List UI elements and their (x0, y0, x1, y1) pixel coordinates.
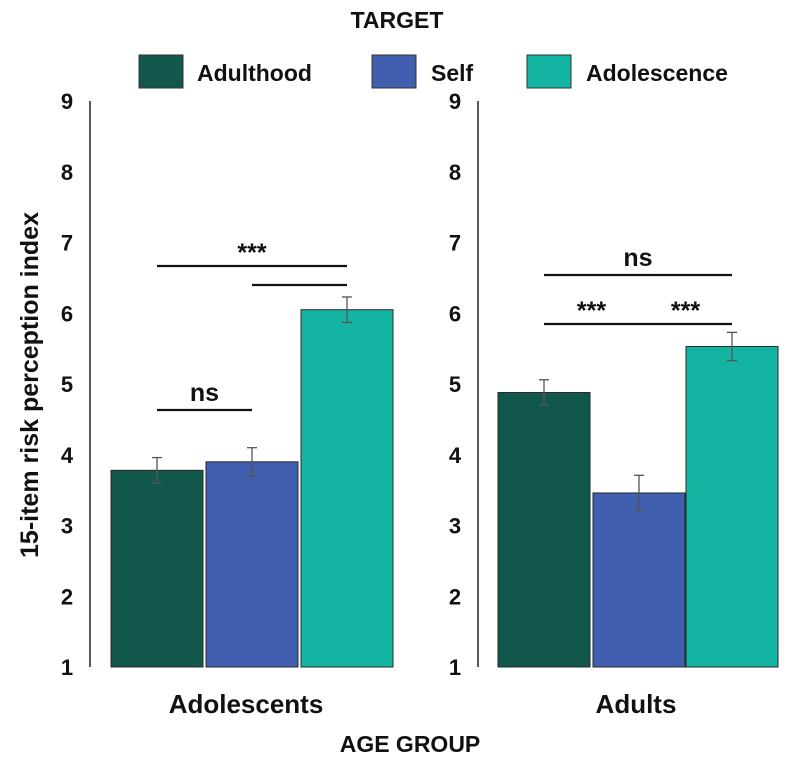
panel-adolescents: 1 2 3 4 5 6 7 8 9 ns *** Adolescents (61, 89, 394, 719)
y-tick-label: 3 (449, 514, 461, 539)
bar-adolescence (685, 346, 779, 668)
y-tick-label: 7 (61, 231, 73, 256)
legend-swatch-adolescence (526, 54, 572, 89)
legend-label-self: Self (431, 60, 474, 86)
x-category-label: Adults (596, 689, 677, 719)
legend-swatch-self (371, 54, 417, 89)
error-bar (342, 296, 352, 324)
legend: TARGET Adulthood Self Adolescence (138, 7, 728, 89)
y-tick-label: 4 (449, 443, 462, 468)
error-bar (152, 456, 162, 484)
y-tick-label: 5 (61, 372, 73, 397)
significance-label: *** (671, 297, 700, 325)
error-bar (727, 331, 737, 362)
y-tick-label: 2 (61, 584, 73, 609)
significance-label: ns (623, 244, 652, 272)
bar-adulthood (497, 391, 591, 668)
x-axis-label: AGE GROUP (340, 731, 481, 757)
legend-label-adolescence: Adolescence (586, 60, 728, 86)
legend-title: TARGET (351, 7, 444, 33)
y-tick-label: 8 (61, 160, 73, 185)
y-tick-label: 2 (449, 584, 461, 609)
x-category-label: Adolescents (169, 689, 324, 719)
y-tick-label: 9 (61, 89, 73, 114)
y-tick-label: 6 (61, 301, 73, 326)
bar-self (205, 461, 299, 668)
panel-adults: 1 2 3 4 5 6 7 8 9 *** *** ns Adults (449, 89, 779, 719)
legend-swatch-adulthood (138, 54, 184, 89)
error-bar (539, 379, 549, 406)
significance-label: *** (237, 239, 266, 267)
y-tick-label: 8 (449, 160, 461, 185)
y-tick-label: 6 (449, 301, 461, 326)
significance-label: ns (190, 379, 219, 407)
y-axis-label: 15-item risk perception index (16, 212, 44, 558)
y-tick-label: 5 (449, 372, 461, 397)
y-tick-label: 1 (61, 655, 73, 680)
significance-label: *** (577, 297, 606, 325)
bar-adulthood (110, 469, 204, 668)
y-tick-label: 1 (449, 655, 461, 680)
error-bar (247, 447, 257, 477)
legend-label-adulthood: Adulthood (197, 60, 312, 86)
y-tick-label: 7 (449, 231, 461, 256)
chart-panels: 1 2 3 4 5 6 7 8 9 ns *** Adolescents 1 2 3 4 5 6 7 8 9 *** ***… (61, 89, 779, 719)
y-tick-label: 9 (449, 89, 461, 114)
y-tick-label: 4 (61, 443, 74, 468)
error-bar (634, 474, 644, 512)
y-tick-label: 3 (61, 514, 73, 539)
bar-adolescence (300, 309, 394, 668)
bar-self (592, 492, 686, 668)
